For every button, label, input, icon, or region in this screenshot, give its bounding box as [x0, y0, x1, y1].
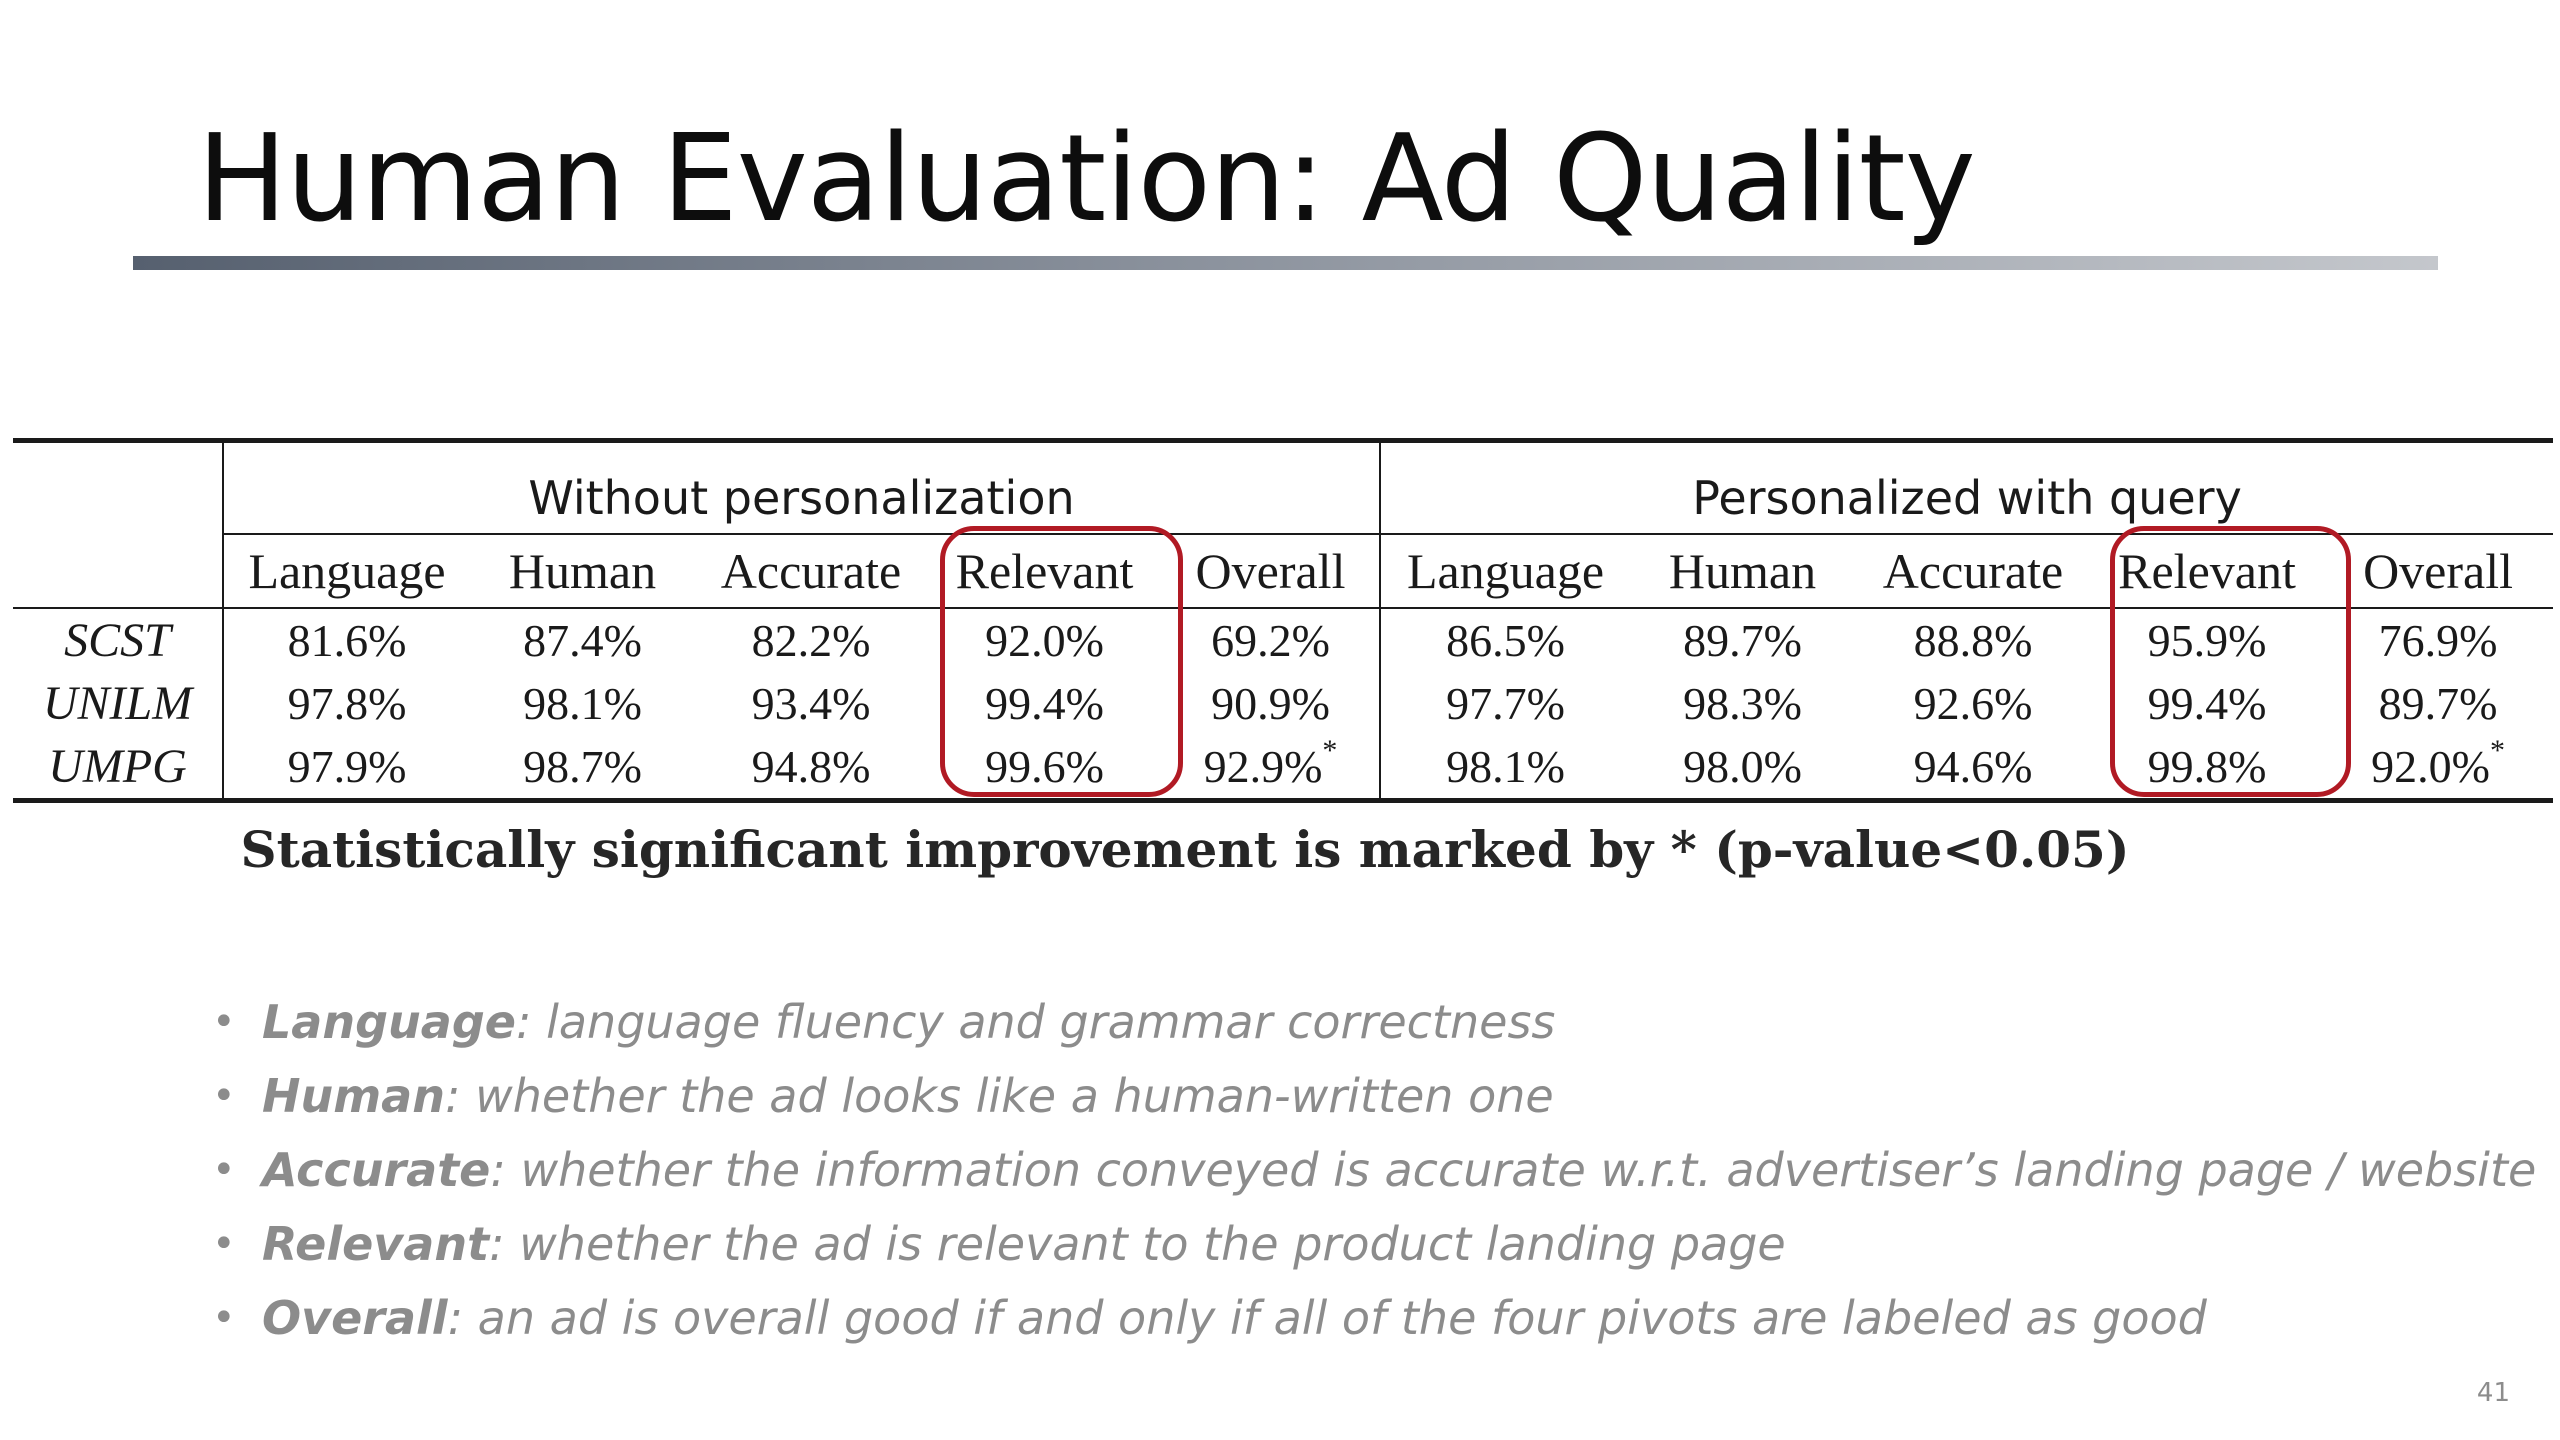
- table-cell: 92.6%: [1913, 678, 2033, 729]
- list-item: • Human: whether the ad looks like a huma…: [210, 1059, 2536, 1133]
- group-header-personalized-with-query: Personalized with query: [1378, 440, 2554, 535]
- column-header: Overall: [1195, 543, 1346, 599]
- table-cell: 93.4%: [751, 678, 871, 729]
- slide-title: Human Evaluation: Ad Quality: [197, 110, 1976, 249]
- bullet-icon: •: [212, 1073, 236, 1119]
- significance-note-text: Statistically significant improvement is…: [240, 820, 2130, 879]
- list-item-desc: : whether the ad looks like a human-writ…: [444, 1069, 1554, 1123]
- list-item-desc: : language fluency and grammar correctne…: [515, 995, 1556, 1049]
- column-header-row: Language Human Accurate Relevant Overall…: [13, 534, 2554, 608]
- cell-value: 92.0%: [2371, 741, 2490, 792]
- list-item-term: Language: [262, 995, 516, 1049]
- table-cell-best: 98.1%: [1379, 735, 1630, 801]
- column-header: Human: [508, 543, 657, 599]
- table-cell: 87.4%: [523, 615, 642, 666]
- list-item: • Overall: an ad is overall good if and o…: [210, 1281, 2536, 1355]
- bullet-icon: •: [212, 1147, 236, 1193]
- table-cell: 89.7%: [1683, 615, 1802, 666]
- significance-mark: *: [2489, 733, 2505, 767]
- list-item: • Language: language fluency and grammar …: [210, 985, 2536, 1059]
- table-cell-best: 98.7%: [523, 741, 642, 792]
- table-cell-best: 92.9%*: [1162, 735, 1380, 801]
- table-cell: 82.2%: [751, 615, 871, 666]
- table-cell: 81.6%: [222, 608, 470, 672]
- corner-cell-sub: [13, 534, 223, 608]
- table-cell: 76.9%: [2378, 615, 2498, 666]
- table-cell-best: 97.9%: [222, 735, 470, 801]
- row-model-name: UNILM: [42, 677, 193, 730]
- list-item-desc: : an ad is overall good if and only if a…: [447, 1291, 2207, 1345]
- table-cell: 92.0%: [985, 615, 1104, 666]
- results-table-container: Without personalization Personalized wit…: [13, 438, 2554, 803]
- column-header: Language: [222, 534, 470, 608]
- table-cell: 98.1%: [523, 678, 642, 729]
- significance-note: Statistically significant improvement is…: [0, 820, 2560, 879]
- page-number: 41: [2476, 1378, 2510, 1408]
- table-cell: 69.2%: [1211, 615, 1330, 666]
- column-header: Accurate: [720, 543, 902, 599]
- table-cell: 99.4%: [985, 678, 1104, 729]
- highlight-box-relevant-without: [940, 526, 1183, 797]
- column-header: Relevant: [955, 543, 1134, 599]
- table-cell: 97.8%: [222, 672, 470, 735]
- table-row-scst: SCST 81.6% 87.4% 82.2% 92.0% 69.2% 86.5%…: [13, 608, 2553, 672]
- row-model-name: UMPG: [48, 740, 187, 793]
- list-item-term: Relevant: [262, 1217, 490, 1271]
- title-underline: [133, 256, 2438, 270]
- table-cell-best: 92.0%*: [2323, 735, 2553, 801]
- table-cell: 95.9%: [2147, 615, 2267, 666]
- highlight-box-relevant-personalized: [2110, 526, 2351, 797]
- table-cell-best: 99.8%: [2147, 741, 2267, 792]
- list-item-desc: : whether the ad is relevant to the prod…: [489, 1217, 1786, 1271]
- table-cell: 90.9%: [1211, 678, 1330, 729]
- list-item-term: Overall: [262, 1291, 448, 1345]
- column-header: Overall: [2363, 543, 2513, 599]
- table-cell: 99.4%: [2147, 678, 2267, 729]
- table-cell-best: 99.6%: [985, 741, 1104, 792]
- table-cell-best: 94.8%: [751, 741, 871, 792]
- column-header: Accurate: [1882, 543, 2064, 599]
- list-item: • Accurate: whether the information conve…: [210, 1133, 2536, 1207]
- group-header-without-personalization: Without personalization: [222, 440, 1380, 535]
- table-row-unilm: UNILM 97.8% 98.1% 93.4% 99.4% 90.9% 97.7…: [13, 672, 2553, 735]
- table-cell: 98.0%: [1683, 741, 1802, 792]
- column-header: Relevant: [2118, 543, 2296, 599]
- table-cell-best: 98.3%: [1683, 678, 1802, 729]
- definition-list: • Language: language fluency and grammar …: [210, 985, 2536, 1355]
- column-header: Human: [1668, 543, 1817, 599]
- table-cell: 88.8%: [1913, 615, 2033, 666]
- results-table: Without personalization Personalized wit…: [13, 438, 2554, 803]
- list-item-term: Accurate: [262, 1143, 491, 1197]
- column-header: Language: [1379, 534, 1630, 608]
- bullet-icon: •: [212, 1295, 236, 1341]
- table-cell: 89.7%: [2378, 678, 2498, 729]
- bullet-icon: •: [212, 999, 236, 1045]
- table-cell: 97.7%: [1379, 672, 1630, 735]
- significance-mark: *: [1322, 733, 1338, 767]
- bullet-icon: •: [212, 1221, 236, 1267]
- cell-value: 92.9%: [1203, 741, 1323, 792]
- list-item-desc: : whether the information conveyed is ac…: [490, 1143, 2537, 1197]
- group-header-row: Without personalization Personalized wit…: [13, 440, 2554, 535]
- list-item-term: Human: [262, 1069, 445, 1123]
- table-cell: 86.5%: [1379, 608, 1630, 672]
- table-row-umpg: UMPG 97.9% 98.7% 94.8% 99.6% 92.9%* 98.1…: [13, 735, 2554, 801]
- list-item: • Relevant: whether the ad is relevant to…: [210, 1207, 2536, 1281]
- row-model-name: SCST: [64, 614, 171, 667]
- corner-cell: [13, 441, 223, 535]
- table-cell-best: 94.6%: [1913, 741, 2033, 792]
